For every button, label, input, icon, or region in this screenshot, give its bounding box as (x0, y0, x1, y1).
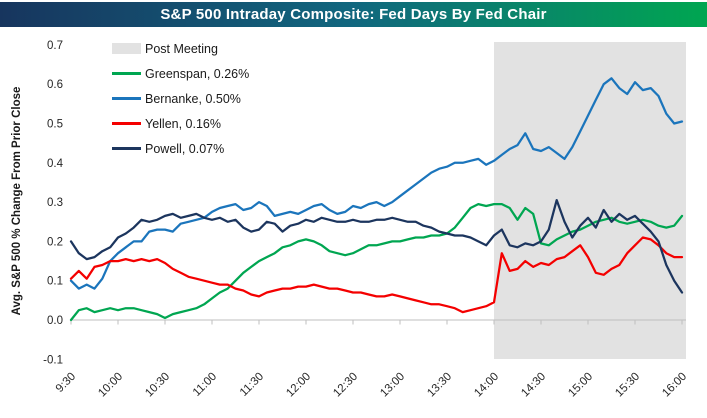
series-line-bernanke (69, 77, 684, 290)
y-tick-label: 0.4 (47, 158, 64, 170)
x-tick-label: 13:30 (425, 371, 454, 400)
y-tick-label: 0.7 (47, 40, 63, 52)
x-tick-label: 10:30 (143, 371, 172, 400)
legend-label: Post Meeting (145, 41, 218, 56)
x-tick-label: 10:00 (96, 371, 125, 400)
y-tick-label: 0.3 (47, 197, 63, 209)
x-tick-label: 16:00 (660, 371, 689, 400)
series-line-greenspan (69, 202, 684, 322)
x-tick-label: 9:30 (54, 371, 78, 395)
y-tick-label: 0.2 (47, 236, 63, 248)
x-axis (70, 319, 686, 325)
legend-item-greenspan: Greenspan, 0.26% (112, 61, 249, 86)
y-tick-label: 0.1 (47, 276, 63, 288)
legend-label: Bernanke, 0.50% (145, 91, 241, 106)
legend-label: Powell, 0.07% (145, 141, 225, 156)
x-tick-label: 11:30 (238, 371, 266, 399)
y-axis-title: Avg. S&P 500 % Change From Prior Close (11, 87, 23, 316)
post-meeting-region (494, 42, 686, 359)
y-tick-label: 0.6 (47, 79, 63, 91)
series-line-yellen (69, 236, 684, 314)
x-axis-labels: 9:30 10:00 10:30 11:00 11:30 12:00 12:30 13:00 1… (54, 371, 689, 400)
legend-item-post-meeting: Post Meeting (112, 36, 249, 61)
x-tick-label: 15:00 (566, 371, 595, 400)
legend-line-swatch (112, 122, 141, 125)
chart-title: S&P 500 Intraday Composite: Fed Days By … (160, 6, 547, 23)
legend-label: Yellen, 0.16% (145, 116, 221, 131)
y-tick-label: 0.0 (47, 315, 63, 327)
legend-line-swatch (112, 97, 141, 100)
legend-item-yellen: Yellen, 0.16% (112, 111, 249, 136)
y-tick-label: -0.1 (43, 354, 63, 366)
legend-label: Greenspan, 0.26% (145, 66, 250, 81)
y-axis-labels: 0.7 0.6 0.5 0.4 0.3 0.2 0.1 0.0 -0.1 (43, 40, 63, 366)
x-tick-label: 12:00 (284, 371, 313, 400)
legend-item-bernanke: Bernanke, 0.50% (112, 86, 249, 111)
x-tick-label: 14:00 (472, 371, 501, 400)
x-tick-label: 12:30 (331, 371, 360, 400)
y-tick-label: 0.5 (47, 119, 63, 131)
x-tick-label: 11:00 (191, 371, 219, 399)
x-tick-label: 13:00 (378, 371, 407, 400)
series-line-powell (69, 198, 684, 294)
x-tick-label: 14:30 (519, 371, 548, 400)
chart-title-bar: S&P 500 Intraday Composite: Fed Days By … (0, 2, 707, 27)
legend-item-powell: Powell, 0.07% (112, 136, 249, 161)
legend-line-swatch (112, 147, 141, 150)
legend-patch-swatch (112, 43, 141, 54)
chart-legend: Post Meeting Greenspan, 0.26% Bernanke, 0.… (112, 36, 249, 161)
legend-line-swatch (112, 72, 141, 75)
x-tick-label: 15:30 (613, 371, 642, 400)
